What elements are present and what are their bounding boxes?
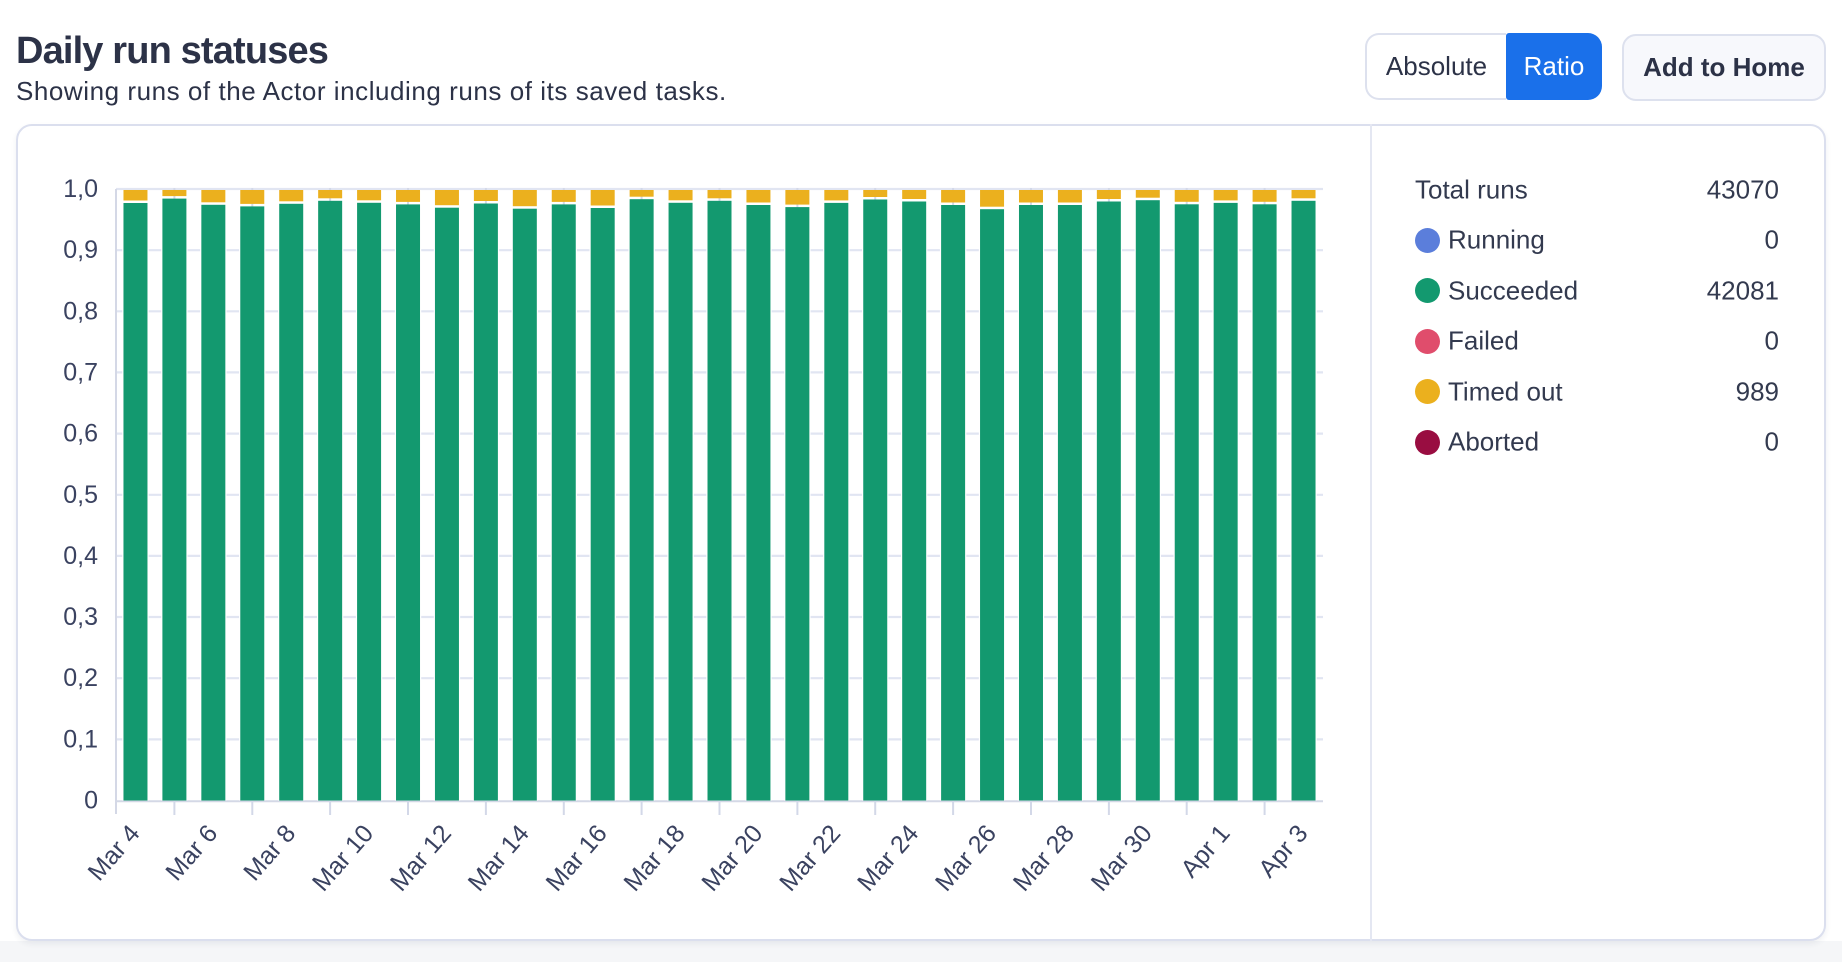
svg-text:0,7: 0,7 (63, 358, 98, 386)
svg-text:0,6: 0,6 (63, 420, 98, 448)
svg-text:0,3: 0,3 (63, 603, 98, 631)
svg-text:Mar 28: Mar 28 (1008, 820, 1080, 897)
svg-text:Mar 4: Mar 4 (82, 819, 145, 886)
svg-text:Mar 20: Mar 20 (696, 820, 768, 897)
svg-text:Mar 22: Mar 22 (774, 820, 846, 897)
svg-text:Mar 26: Mar 26 (930, 820, 1002, 897)
svg-text:Mar 24: Mar 24 (852, 819, 924, 896)
svg-text:Mar 16: Mar 16 (541, 820, 613, 897)
svg-text:0: 0 (84, 787, 98, 815)
svg-text:Mar 12: Mar 12 (385, 820, 457, 897)
svg-text:0,8: 0,8 (63, 297, 98, 325)
svg-text:Apr 1: Apr 1 (1175, 820, 1235, 883)
svg-text:Mar 8: Mar 8 (238, 820, 301, 887)
svg-text:0,5: 0,5 (63, 481, 98, 509)
svg-text:0,1: 0,1 (63, 725, 98, 753)
svg-text:0,2: 0,2 (63, 664, 98, 692)
svg-text:Apr 3: Apr 3 (1253, 820, 1313, 883)
svg-text:Mar 18: Mar 18 (618, 820, 690, 897)
svg-text:Mar 6: Mar 6 (160, 820, 223, 887)
svg-text:Mar 14: Mar 14 (463, 819, 535, 896)
svg-text:0,9: 0,9 (63, 236, 98, 264)
svg-text:Mar 10: Mar 10 (307, 820, 379, 897)
svg-text:Mar 30: Mar 30 (1086, 820, 1158, 897)
svg-text:1,0: 1,0 (63, 175, 98, 203)
svg-text:0,4: 0,4 (63, 542, 98, 570)
